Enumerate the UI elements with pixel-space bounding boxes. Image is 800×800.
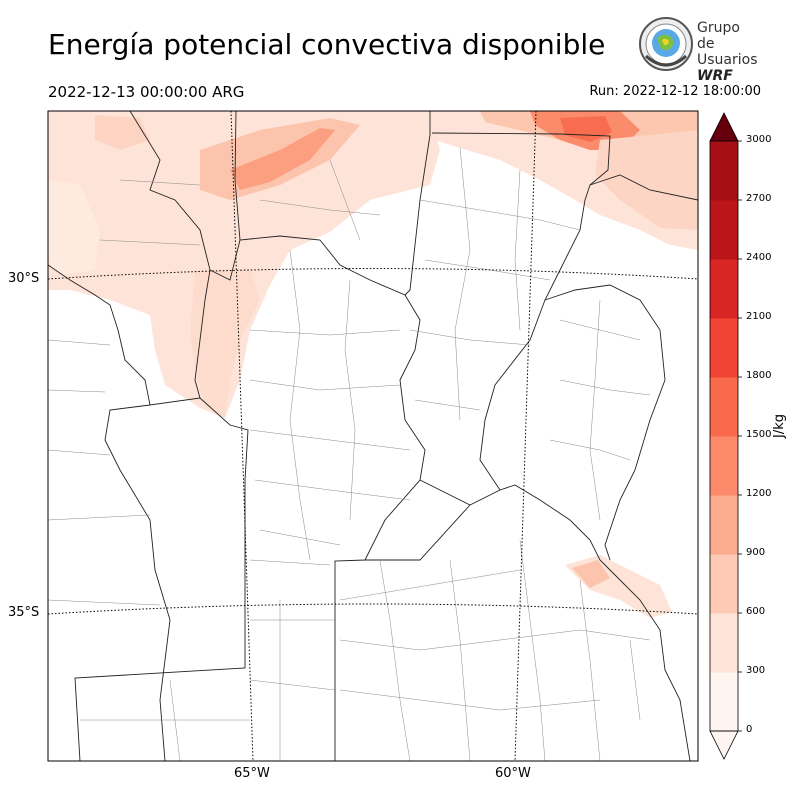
border-path [544,284,666,561]
border-path [365,504,471,561]
colorbar [709,112,742,760]
colorbar-tick-label: 3000 [746,134,772,145]
border-path [129,111,426,761]
globe-seal-icon [639,17,693,71]
lat-label-35s: 35°S [8,605,40,620]
colorbar-tick-label: 2400 [746,252,772,263]
cape-area-river-plate-core [572,560,610,588]
department-borders [48,147,651,761]
cape-area-northeast-east [595,130,698,230]
colorbar-bin [710,613,738,673]
colorbar-tick-label: 1800 [746,370,772,381]
province-borders [48,111,698,761]
lon-label-65w: 65°W [234,766,270,781]
border-path [589,174,698,201]
colorbar-tick-label: 900 [746,547,766,558]
colorbar-tick-label: 2100 [746,311,772,322]
map-frame [47,110,699,762]
colorbar-tick-label: 2700 [746,193,772,204]
valid-time-label: 2022-12-13 00:00:00 ARG [48,83,245,101]
border-path [194,269,211,399]
colorbar-tick-label: 0 [746,724,753,735]
colorbar-tick-label: 300 [746,665,766,676]
cape-area-north-blob [95,115,150,150]
colorbar-bin [710,318,738,378]
colorbar-unit-label: J/kg [772,414,787,438]
cape-area-northwest [48,111,440,418]
colorbar-bin [710,200,738,260]
cape-area-west-edge [48,180,100,275]
colorbar-extend-min [709,730,739,760]
map-title: Energía potencial convectiva disponible [48,28,606,61]
logo-text: Grupo de Usuarios WRF [697,20,758,84]
colorbar-extend-max [709,112,739,142]
colorbar-tick-label: 1500 [746,429,772,440]
cape-area-north-strong [230,128,335,190]
colorbar-bin [710,141,738,201]
parallel-35s [48,603,698,615]
colorbar-bin [710,554,738,614]
border-path [104,404,171,761]
colorbar-bins [710,141,738,732]
border-path [234,111,241,241]
colorbar-bin [710,259,738,319]
wrf-group-logo: Grupo de Usuarios WRF [638,16,760,84]
lon-label-60w: 60°W [495,766,531,781]
lat-label-30s: 30°S [8,271,40,286]
colorbar-tick-label: 600 [746,606,766,617]
colorbar-tick-label: 1200 [746,488,772,499]
colorbar-bin [710,377,738,437]
graticule [48,111,698,761]
cape-shading [48,111,698,761]
parallel-30s [48,268,698,280]
colorbar-bin [710,436,738,496]
colorbar-bin [710,495,738,555]
run-time-label: Run: 2022-12-12 18:00:00 [589,84,761,99]
cape-area-west-strip [190,268,260,418]
colorbar-bin [710,672,738,732]
